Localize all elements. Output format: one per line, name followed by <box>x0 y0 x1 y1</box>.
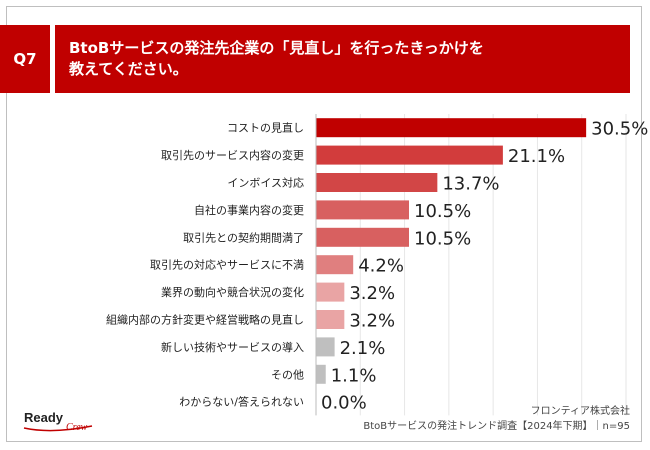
value-label: 4.2% <box>358 256 404 277</box>
category-label: その他 <box>271 368 304 381</box>
value-label: 13.7% <box>442 174 499 195</box>
value-label: 10.5% <box>414 201 471 222</box>
value-label: 1.1% <box>331 365 377 386</box>
category-label: 新しい技術やサービスの導入 <box>161 340 304 354</box>
question-title-line-2: 教えてください。 <box>69 60 188 78</box>
logo-underline <box>23 425 93 432</box>
question-title-line-1: BtoBサービスの発注先企業の「見直し」を行ったきっかけを <box>69 39 484 57</box>
category-label: 業界の動向や競合状況の変化 <box>161 285 304 299</box>
category-label: 自社の事業内容の変更 <box>194 203 304 217</box>
category-label: わからない/答えられない <box>179 395 304 409</box>
bar <box>316 282 345 302</box>
footer-source: BtoBサービスの発注トレンド調査【2024年下期】｜n=95 <box>363 421 630 432</box>
footer-company: フロンティア株式会社 <box>530 406 630 417</box>
bar <box>316 255 354 275</box>
bar <box>316 173 438 192</box>
category-label: 取引先との契約期間満了 <box>183 230 304 244</box>
category-label: 取引先のサービス内容の変更 <box>161 148 304 162</box>
value-label: 30.5% <box>591 119 648 140</box>
bar <box>316 364 326 384</box>
category-label: インボイス対応 <box>227 176 304 190</box>
question-title-banner: BtoBサービスの発注先企業の「見直し」を行ったきっかけを 教えてください。 <box>55 25 630 93</box>
value-label: 3.2% <box>349 283 395 304</box>
value-label: 21.1% <box>508 146 565 167</box>
category-label: 組織内部の方針変更や経営戦略の見直し <box>106 313 304 327</box>
bar <box>316 200 409 220</box>
bar <box>316 310 345 329</box>
value-label: 3.2% <box>349 311 395 332</box>
value-label: 10.5% <box>414 228 471 249</box>
bar <box>316 145 503 165</box>
logo-crew-text: Crew <box>66 422 88 433</box>
value-label: 2.1% <box>340 338 386 359</box>
bar <box>316 337 335 357</box>
value-label: 0.0% <box>321 393 367 414</box>
bar <box>316 118 587 138</box>
category-label: 取引先の対応やサービスに不満 <box>150 258 304 272</box>
logo-ready-text: Ready <box>24 410 64 425</box>
readycrew-logo: Ready Crew <box>22 408 96 438</box>
question-number-badge: Q7 <box>0 25 50 93</box>
bar <box>316 227 409 247</box>
category-label: コストの見直し <box>227 121 304 135</box>
